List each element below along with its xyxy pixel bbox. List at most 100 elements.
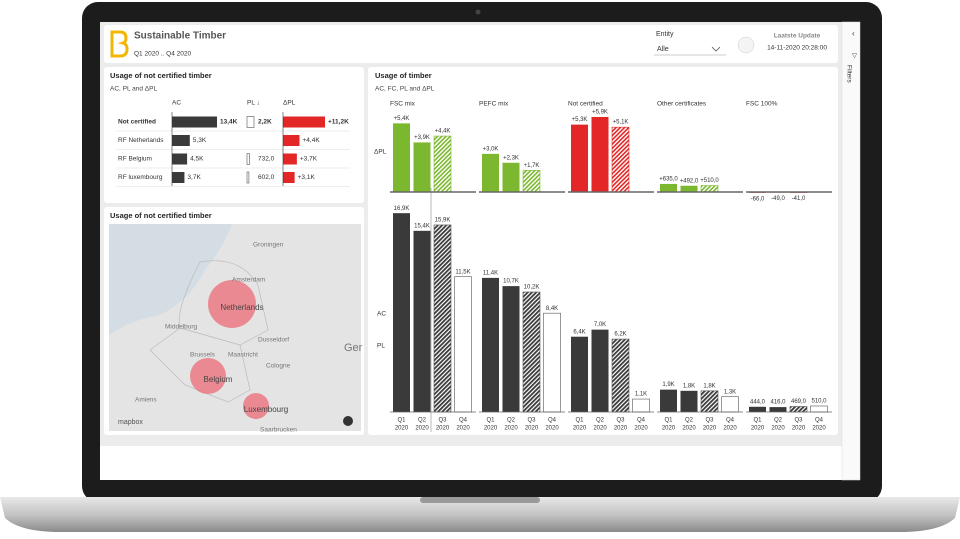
- laptop-base: [0, 497, 960, 532]
- year-label: 2020: [525, 426, 539, 432]
- map-credit: mapbox: [118, 419, 143, 426]
- quarter-label: Q2: [685, 418, 694, 424]
- year-label: 2020: [484, 426, 498, 432]
- timber-chart: ΔPL AC PL FSC mix 16,9K Q1 2020 +5,4K 15,4K Q2 202…: [374, 101, 832, 432]
- quarter-label: Q3: [794, 418, 803, 424]
- row-name: Not certified: [118, 119, 156, 126]
- table-card: [104, 67, 364, 203]
- place-label: Amiens: [135, 397, 157, 404]
- row-name: RF Netherlands: [118, 137, 164, 144]
- dpl-label: +3,1K: [298, 174, 316, 181]
- ac-label: 13,4K: [220, 119, 238, 126]
- quarter-label: Q4: [726, 418, 735, 424]
- place-label: Groningen: [253, 242, 284, 249]
- year-label: 2020: [771, 426, 785, 432]
- dpl-label: +5,4K: [394, 116, 410, 122]
- notch: [420, 497, 540, 503]
- year-label: 2020: [792, 426, 806, 432]
- dpl-bar: [571, 124, 588, 192]
- ac-bar: [810, 405, 828, 413]
- dpl-label: -49,0: [771, 196, 785, 202]
- pl-bar: [246, 116, 255, 128]
- ac-bar: [769, 407, 787, 412]
- ac-bar: [543, 312, 561, 413]
- year-label: 2020: [812, 426, 826, 432]
- dpl-label: +11,2K: [328, 119, 349, 126]
- entity-dropdown[interactable]: [654, 42, 726, 55]
- value-label: 1,3K: [724, 389, 736, 395]
- dpl-label: +510,0: [700, 178, 719, 184]
- dropdown-arrow: [711, 46, 721, 52]
- ac-bar: [749, 406, 766, 412]
- dpl-label: +3,7K: [300, 156, 318, 163]
- ac-label: 3,7K: [187, 174, 201, 181]
- column-header: AC: [172, 100, 181, 107]
- value-label: 10,7K: [503, 279, 519, 285]
- dpl-bar: [502, 162, 520, 192]
- year-label: 2020: [723, 426, 737, 432]
- ac-bar: [721, 396, 739, 413]
- year-label: 2020: [436, 426, 450, 432]
- dpl-label: +5,3K: [572, 117, 588, 123]
- quarter-label: Q1: [575, 418, 584, 424]
- pl-label: 602,0: [258, 174, 275, 181]
- value-label: 1,1K: [635, 392, 647, 398]
- quarter-label: Q4: [548, 418, 557, 424]
- dpl-bar: [591, 117, 609, 192]
- dpl-bar: [413, 142, 431, 192]
- place-label: Middelburg: [165, 324, 198, 331]
- dpl-label: +5,9K: [592, 110, 608, 116]
- ac-bar: [172, 153, 188, 165]
- row-name: RF luxembourg: [118, 174, 163, 181]
- value-label: 1,9K: [662, 382, 674, 388]
- group-name: Not certified: [568, 101, 603, 108]
- refresh-icon[interactable]: [737, 36, 755, 54]
- entity-label: Entity: [656, 31, 674, 38]
- map-layer: Netherlands Belgium Luxembourg Groningen Ams…: [118, 242, 363, 434]
- collapse-icon[interactable]: ‹: [852, 29, 855, 38]
- dpl-bar: [283, 172, 295, 183]
- map-bubble: [190, 358, 226, 394]
- dpl-label: +5,1K: [613, 120, 629, 126]
- map-bubble: [208, 280, 256, 328]
- filters-pane[interactable]: [841, 21, 861, 481]
- filters-label[interactable]: Filters: [845, 65, 852, 83]
- dpl-bar: [283, 116, 325, 128]
- dpl-bar: [700, 185, 719, 193]
- info-icon: [343, 416, 353, 426]
- dpl-label: +1,7K: [524, 163, 540, 169]
- year-label: 2020: [456, 426, 470, 432]
- year-label: 2020: [395, 426, 409, 432]
- dpl-bar: [283, 135, 300, 146]
- ac-bar: [454, 276, 472, 413]
- year-label: 2020: [504, 426, 518, 432]
- quarter-label: Q3: [527, 418, 536, 424]
- ac-bar: [172, 116, 217, 128]
- camera: [475, 9, 481, 15]
- entity-value[interactable]: Alle: [657, 46, 669, 53]
- map-bubble: [243, 393, 269, 419]
- borders: [149, 260, 269, 403]
- ac-bar: [393, 213, 410, 412]
- quarter-label: Q1: [753, 418, 762, 424]
- quarter-label: Q1: [486, 418, 495, 424]
- column-header: PL ↓: [247, 100, 260, 107]
- ac-bar: [700, 390, 719, 413]
- dpl-bar: [283, 153, 297, 165]
- table-subtitle: AC, PL and ΔPL: [110, 86, 157, 93]
- value-label: 11,4K: [483, 270, 498, 276]
- table-title: Usage of not certified timber: [110, 71, 212, 80]
- region-label: Luxembourg: [244, 405, 288, 414]
- value-label: 16,9K: [394, 206, 410, 212]
- dpl-label: +492,0: [680, 178, 699, 184]
- value-label: 1,8K: [683, 383, 695, 389]
- ac-bar: [571, 336, 588, 412]
- dpl-label: +3,0K: [483, 146, 499, 152]
- year-label: 2020: [634, 426, 648, 432]
- dpl-label: +2,3K: [503, 155, 519, 161]
- logo: [110, 30, 129, 58]
- dpl-bar: [482, 153, 499, 192]
- quarter-label: Q2: [596, 418, 605, 424]
- quarter-label: Q3: [705, 418, 714, 424]
- place-label: Cologne: [266, 363, 291, 370]
